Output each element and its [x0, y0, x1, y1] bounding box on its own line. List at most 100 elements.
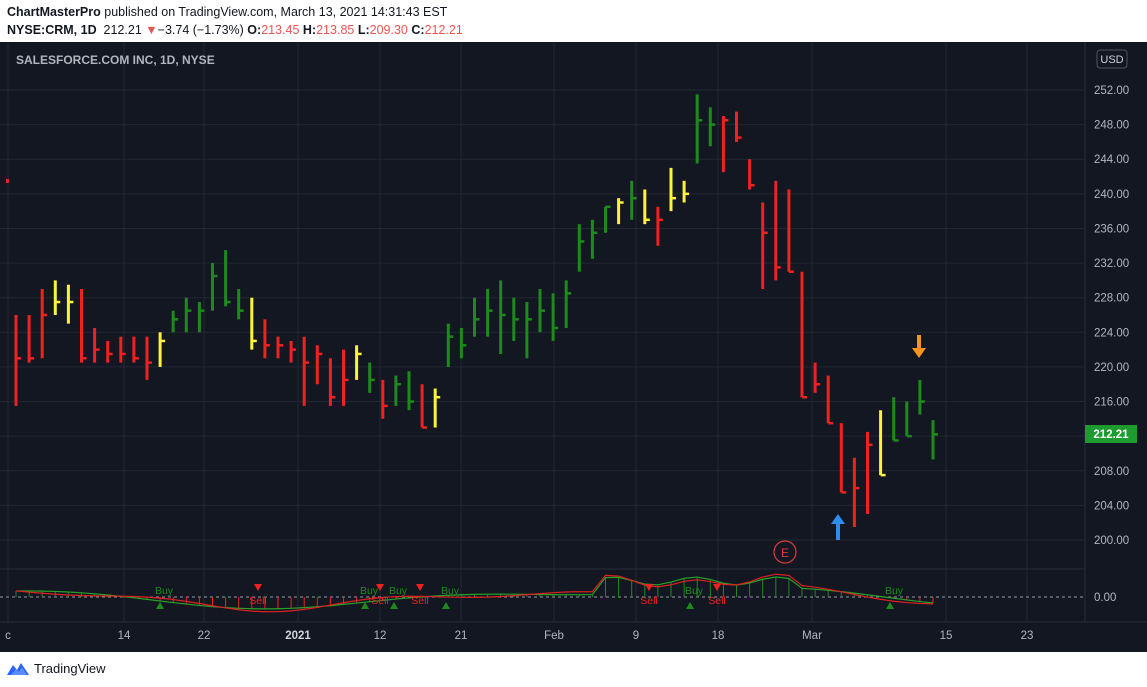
high-value: 213.85: [316, 23, 355, 37]
price-tick-label: 240.00: [1094, 189, 1129, 201]
ohlc-bar: [748, 159, 755, 190]
ohlc-bar: [669, 167, 676, 212]
price-tick-label: 220.00: [1094, 362, 1129, 374]
arrow-up-icon: [831, 514, 845, 540]
ohlc-bars: [14, 94, 938, 528]
sell-signal-label: Sell: [411, 595, 429, 607]
price-tick-label: 232.00: [1094, 258, 1129, 270]
time-tick-label: 2021: [285, 630, 311, 642]
ohlc-bar: [106, 340, 113, 363]
ohlc-bar: [93, 327, 100, 363]
sell-signal-label: Sell: [640, 595, 658, 607]
ohlc-bar: [171, 310, 179, 333]
earnings-marker[interactable]: [773, 540, 797, 564]
tradingview-logo-icon[interactable]: [7, 661, 31, 677]
tradingview-brand[interactable]: TradingView: [34, 661, 106, 676]
price-axis[interactable]: 200.00204.00208.00212.00216.00220.00224.…: [1094, 85, 1129, 547]
ohlc-bar: [473, 297, 480, 337]
buy-signal-icon: [156, 602, 164, 609]
buy-signal-label: Buy: [685, 585, 704, 597]
time-axis[interactable]: c 14 22 2021 12 21 Feb 9 18 Mar 15 23: [5, 630, 1033, 642]
oscillator-zero-label: 0.00: [1094, 592, 1116, 604]
time-tick-label: 15: [940, 630, 953, 642]
sell-signal-label: Sell: [249, 595, 267, 607]
ohlc-bar: [119, 336, 126, 363]
ohlc-bar: [276, 336, 283, 359]
ohlc-bar: [695, 94, 703, 164]
ohlc-bar: [800, 271, 807, 399]
buy-signal-label: Buy: [155, 585, 174, 597]
ohlc-bar: [590, 219, 598, 259]
sell-signal-icon: [254, 584, 262, 591]
price-tick-label: 228.00: [1094, 293, 1129, 305]
sell-signal-label: Sell: [371, 595, 389, 607]
ohlc-bar: [328, 358, 336, 406]
ohlc-bar: [53, 280, 61, 315]
author-name[interactable]: ChartMasterPro: [7, 5, 101, 19]
buy-signal-label: Buy: [441, 585, 460, 597]
ohlc-bar: [630, 180, 637, 220]
time-tick-label: c: [5, 630, 11, 642]
currency-box[interactable]: [1096, 49, 1128, 69]
ohlc-bar: [158, 332, 166, 367]
ohlc-bar: [80, 289, 87, 363]
grid-lines: [0, 42, 1085, 622]
ohlc-bar: [263, 319, 270, 359]
ohlc-bar: [918, 379, 925, 415]
time-tick-label: 18: [712, 630, 725, 642]
time-tick-label: 12: [374, 630, 387, 642]
ohlc-bar: [879, 410, 886, 477]
ohlc-bar: [839, 423, 847, 494]
ohlc-bar: [27, 315, 35, 363]
time-tick-label: 21: [455, 630, 468, 642]
ohlc-bar: [184, 297, 192, 333]
ohlc-bar: [197, 302, 205, 333]
buy-signal-label: Buy: [885, 585, 904, 597]
chart-header: ChartMasterPro published on TradingView.…: [0, 0, 1147, 42]
buy-signal-label: Buy: [360, 585, 379, 597]
oscillator-line-fast: [15, 576, 934, 610]
ohlc-bar: [355, 345, 362, 380]
ohlc-bar: [224, 250, 231, 307]
ohlc-bar: [735, 111, 742, 142]
ohlc-bar: [656, 206, 663, 246]
offscreen-bar-marker: [6, 179, 9, 183]
ohlc-bar: [538, 289, 545, 333]
ohlc-bar: [459, 327, 467, 359]
sell-signal-icon: [713, 584, 721, 591]
publish-line: ChartMasterPro published on TradingView.…: [7, 5, 447, 19]
time-tick-label: 22: [198, 630, 211, 642]
price-tick-label: 204.00: [1094, 500, 1129, 512]
ohlc-bar: [892, 397, 899, 442]
price-badge: [1085, 425, 1137, 443]
ohlc-bar: [302, 336, 310, 406]
symbol-title: SALESFORCE.COM INC, 1D, NYSE: [16, 53, 215, 67]
buy-signal-icon: [442, 602, 450, 609]
time-tick-label: 23: [1021, 630, 1034, 642]
ohlc-bar: [342, 349, 349, 406]
buy-signal-icon: [686, 602, 694, 609]
price-tick-label: 252.00: [1094, 85, 1129, 97]
currency-label: USD: [1100, 54, 1123, 66]
symbol-label: NYSE:CRM, 1D: [7, 23, 97, 37]
ohlc-bar: [211, 263, 218, 311]
low-value: 209.30: [369, 23, 408, 37]
price-tick-label: 208.00: [1094, 466, 1129, 478]
ohlc-bar: [486, 289, 493, 337]
price-tick-label: 248.00: [1094, 120, 1129, 132]
arrow-down-icon: [912, 335, 926, 358]
ohlc-bar: [499, 280, 506, 354]
ohlc-bar: [420, 384, 428, 429]
ohlc-bar: [289, 340, 297, 363]
sell-signal-icon: [376, 584, 384, 591]
ohlc-bar: [761, 202, 768, 290]
low-label: L:: [357, 23, 370, 37]
ohlc-bar: [708, 107, 716, 147]
ohlc-bar: [512, 297, 519, 341]
change-value: −3.74 (−1.73%): [157, 23, 244, 37]
sell-signal-label: Sell: [708, 595, 726, 607]
chart-area[interactable]: Buy Sell Buy Sell Buy Sell Buy Sell Buy Sell Buy 2…: [0, 42, 1147, 652]
symbol-line: NYSE:CRM, 1D 212.21 ▼−3.74 (−1.73%) O:21…: [7, 23, 463, 37]
